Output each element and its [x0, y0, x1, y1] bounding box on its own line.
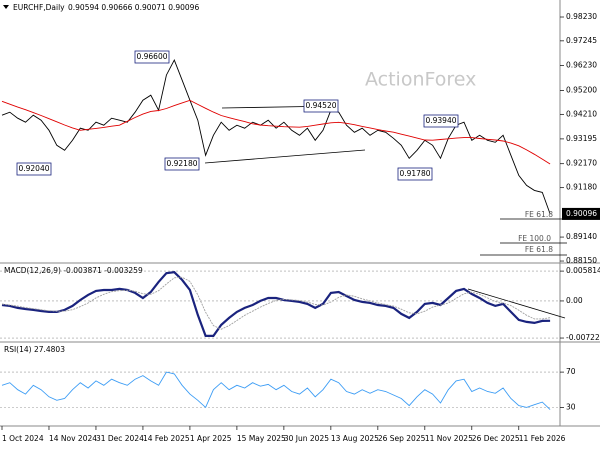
y-tick-label: 0.97245: [566, 36, 597, 45]
current-price: 0.90096: [566, 209, 597, 218]
x-tick-label: 11 Nov 2025: [425, 434, 473, 443]
current-price-box: [562, 207, 600, 220]
x-tick-label: 1 Apr 2025: [190, 434, 232, 443]
price-label: 0.93940: [425, 116, 456, 125]
y-tick-label: 0.93195: [566, 134, 597, 143]
price-label-box: [397, 167, 433, 181]
x-tick-label: 26 Sep 2025: [378, 434, 426, 443]
fe-label: FE 61.8: [525, 210, 553, 219]
x-tick-label: 11 Feb 2026: [519, 434, 566, 443]
trend-line: [467, 288, 566, 319]
x-tick-label: 14 Feb 2025: [143, 434, 190, 443]
series-line: [1, 59, 551, 215]
x-tick-label: 1 Oct 2024: [2, 434, 44, 443]
y-tick-label: 0.91180: [566, 183, 597, 192]
rsi-title: RSI(14) 27.4803: [4, 345, 65, 354]
x-tick-label: 15 May 2025: [237, 434, 286, 443]
price-label-box: [164, 157, 200, 171]
x-tick-label: 30 Jun 2025: [284, 434, 329, 443]
x-tick-label: 13 Aug 2025: [331, 434, 379, 443]
fe-label: FE 61.8: [525, 245, 553, 254]
y-tick-label: 0.98230: [566, 12, 597, 21]
y-tick-label: 0.95200: [566, 85, 597, 94]
series-line: [1, 271, 551, 337]
y-tick-label: 0.89140: [566, 232, 597, 241]
price-label-box: [423, 114, 459, 128]
price-label: 0.96600: [136, 52, 167, 61]
price-label-box: [303, 99, 339, 113]
y-tick-label: 0.00: [566, 296, 583, 305]
series-line: [1, 371, 551, 410]
price-label: 0.91780: [399, 169, 430, 178]
price-label-box: [16, 162, 52, 176]
y-tick-label: 0.88150: [566, 256, 597, 265]
y-tick-label: 30: [566, 402, 576, 411]
series-line: [1, 99, 551, 165]
trend-line: [204, 149, 366, 164]
price-label: 0.92180: [166, 159, 197, 168]
fe-label: FE 100.0: [518, 234, 551, 243]
price-label-box: [134, 50, 170, 64]
y-tick-label: -0.007222: [566, 333, 600, 342]
y-tick-label: 0.96230: [566, 60, 597, 69]
y-tick-label: 0.005814: [566, 266, 600, 275]
series-line: [1, 276, 551, 330]
macd-title: MACD(12,26,9) -0.003871 -0.003259: [4, 266, 143, 275]
y-tick-label: 70: [566, 367, 576, 376]
x-tick-label: 31 Dec 2024: [96, 434, 144, 443]
chart-title: EURCHF,Daily: [13, 3, 65, 12]
watermark: ActionForex: [365, 69, 476, 91]
price-label: 0.92040: [18, 164, 49, 173]
x-tick-label: 14 Nov 2024: [49, 434, 97, 443]
y-tick-label: 0.92170: [566, 159, 597, 168]
x-tick-label: 26 Dec 2025: [472, 434, 520, 443]
price-label: 0.94520: [305, 101, 336, 110]
menu-arrow: [3, 5, 9, 9]
ohlc: 0.90594 0.90666 0.90071 0.90096: [68, 3, 199, 12]
y-tick-label: 0.94210: [566, 109, 597, 118]
